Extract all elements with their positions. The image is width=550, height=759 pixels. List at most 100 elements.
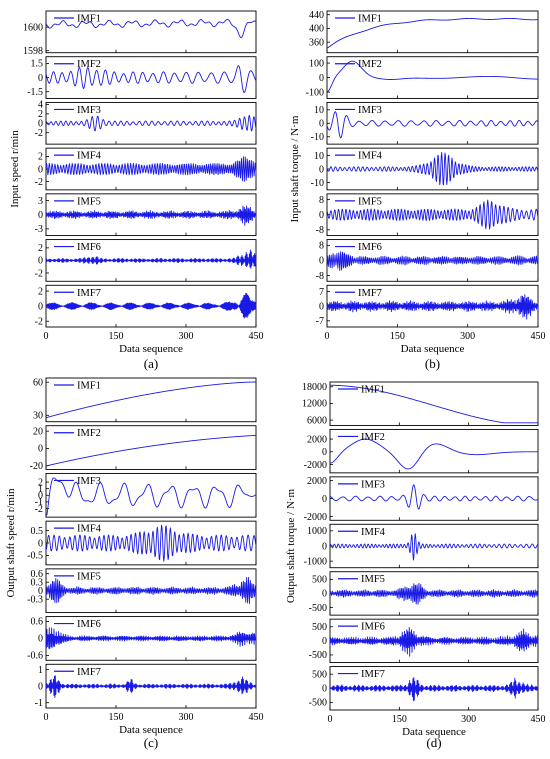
panel-d-imf4: 1000 0 -1000 IMF4 <box>304 523 539 569</box>
series-line-imf7 <box>329 677 539 702</box>
series-line-imf1 <box>329 384 538 424</box>
series-line-imf1 <box>45 18 257 38</box>
series-line-imf5 <box>45 577 257 604</box>
series-line-imf6 <box>326 251 539 271</box>
panel-d-imf1: 18000 12000 6000 IMF1 <box>302 381 539 426</box>
legend-label-imf6: IMF6 <box>358 242 382 253</box>
ytick-label: 3 <box>38 196 43 207</box>
ytick-label: 400 <box>309 24 324 35</box>
series-line-imf3 <box>329 484 539 510</box>
ytick-label: 0 <box>38 256 43 267</box>
ytick-label: 0 <box>38 301 43 312</box>
legend-label-imf1: IMF1 <box>77 381 101 392</box>
y-axis-label: Input speed r/min <box>9 130 21 208</box>
ytick-label: -500 <box>309 603 327 614</box>
legend-label-imf1: IMF1 <box>361 385 385 396</box>
ytick-label: 0 <box>319 256 324 267</box>
ytick-label: -8 <box>316 225 324 236</box>
panel-caption: (c) <box>144 735 158 750</box>
panel-a-imf3: 420-2 IMF3 <box>35 100 257 145</box>
legend-label-imf2: IMF2 <box>77 428 101 439</box>
series-line-imf6 <box>45 627 257 650</box>
panel-d-imf2: 2000 0 -2000 IMF2 <box>304 428 539 474</box>
ytick-label: 0 <box>38 491 43 502</box>
xtick-label: 450 <box>249 331 264 342</box>
chart-c: 6030IMF1200-20IMF2210-1-2IMF30.50-0.5IMF… <box>5 378 264 750</box>
ytick-label: 0 <box>38 119 43 130</box>
panel-c-imf3: 210-1-2 IMF3 <box>35 472 257 518</box>
legend-label-imf4: IMF4 <box>77 151 102 162</box>
ytick-label: 2 <box>38 243 43 254</box>
legend-label-imf5: IMF5 <box>77 571 101 582</box>
ytick-label: 0.6 <box>31 617 44 628</box>
ytick-label: 2 <box>38 477 43 488</box>
series-line-imf5 <box>45 205 257 226</box>
xtick-label: 450 <box>531 331 546 342</box>
x-axis-label: Data sequence <box>119 724 183 736</box>
ytick-label: -0.5 <box>27 551 43 562</box>
panel-caption: (a) <box>144 356 158 371</box>
ytick-label: -8 <box>316 271 324 282</box>
series-line-imf5 <box>326 199 539 230</box>
panel-caption: (d) <box>426 735 441 750</box>
ytick-label: 0 <box>38 586 43 597</box>
ytick-label: -2000 <box>304 460 327 471</box>
ytick-label: 0 <box>38 210 43 221</box>
series-line-imf4 <box>329 533 539 561</box>
chart-a: 16001598IMF11.50-1.5IMF2420-2IMF320-2IMF… <box>9 10 264 371</box>
panel-c-imf4: 0.50 -0.5 IMF4 <box>27 520 257 566</box>
panel-c-imf5: 0.60.30-0.3 IMF5 <box>27 568 257 614</box>
ytick-label: -20 <box>30 461 43 472</box>
series-line-imf4 <box>326 151 539 186</box>
panel-b-imf3: 10 0 -10 IMF3 <box>311 101 539 145</box>
ytick-label: 0 <box>38 681 43 692</box>
panel-a-imf4: 20 -2 IMF4 <box>35 147 257 191</box>
ytick-label: -1000 <box>304 556 327 567</box>
legend-label-imf3: IMF3 <box>77 105 101 116</box>
legend-label-imf4: IMF4 <box>361 527 386 538</box>
series-line-imf7 <box>45 675 257 698</box>
ytick-label: 4 <box>38 100 43 111</box>
ytick-label: 0 <box>319 164 324 175</box>
ytick-label: 8 <box>319 195 324 206</box>
legend-label-imf1: IMF1 <box>358 14 382 25</box>
ytick-label: -1 <box>35 497 43 508</box>
xtick-label: 0 <box>44 331 49 342</box>
ytick-label: 500 <box>312 575 327 586</box>
ytick-label: 0.5 <box>31 526 44 537</box>
ytick-label: 1598 <box>23 46 43 57</box>
xtick-label: 150 <box>109 331 124 342</box>
legend-label-imf7: IMF7 <box>77 667 101 678</box>
panel-a-imf5: 3 0 -3 IMF5 <box>35 193 257 237</box>
xtick-label: 150 <box>392 714 407 725</box>
panel-c-imf7: 1 0 -1 IMF7 <box>35 663 257 709</box>
ytick-label: 2 <box>38 109 43 120</box>
xtick-label: 450 <box>531 714 546 725</box>
panel-caption: (b) <box>425 356 440 371</box>
y-axis-label: Output shaft torque / N·m <box>285 488 297 603</box>
ytick-label: -500 <box>309 698 327 709</box>
ytick-label: 0 <box>322 494 327 505</box>
ytick-label: 500 <box>312 670 327 681</box>
ytick-label: 0 <box>322 447 327 458</box>
panel-frame <box>45 377 257 423</box>
panel-frame <box>326 10 539 54</box>
legend-label-imf3: IMF3 <box>361 479 385 490</box>
legend-label-imf4: IMF4 <box>358 151 383 162</box>
series-line-imf3 <box>46 477 257 516</box>
panel-d-imf5: 500 0 -500 IMF5 <box>309 571 539 616</box>
ytick-label: -10 <box>311 132 324 143</box>
ytick-label: -2 <box>35 268 43 279</box>
ytick-label: -0.3 <box>27 595 43 606</box>
ytick-label: 1 <box>38 484 43 495</box>
ytick-label: -1.5 <box>27 87 43 98</box>
legend-label-imf1: IMF1 <box>77 14 101 25</box>
xtick-label: 300 <box>460 331 475 342</box>
ytick-label: 7 <box>319 287 324 298</box>
ytick-label: 2 <box>38 286 43 297</box>
xtick-label: 0 <box>325 331 330 342</box>
ytick-label: 18000 <box>302 382 327 393</box>
ytick-label: 1000 <box>307 526 327 537</box>
panel-frame <box>329 428 539 474</box>
